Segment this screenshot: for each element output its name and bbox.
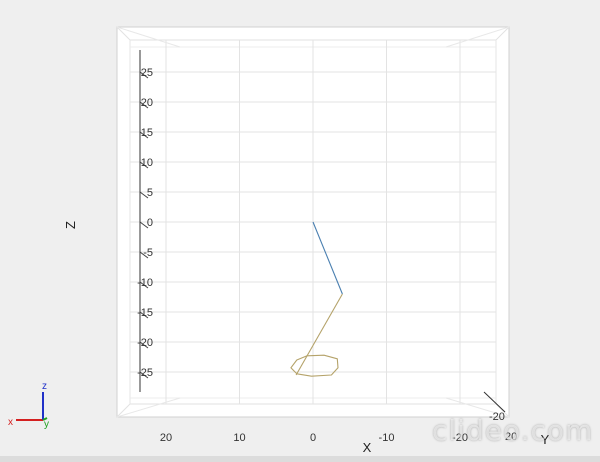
z-tick-label: 25 bbox=[141, 67, 153, 79]
z-tick-label: -20 bbox=[137, 337, 153, 349]
x-tick-label: 20 bbox=[160, 432, 172, 444]
z-tick-label: 15 bbox=[141, 127, 153, 139]
z-tick-label: 10 bbox=[141, 157, 153, 169]
z-tick-label: 0 bbox=[147, 217, 153, 229]
orientation-triad[interactable]: x z y bbox=[8, 381, 49, 430]
x-tick-label: 0 bbox=[310, 432, 316, 444]
z-tick-label: 20 bbox=[141, 97, 153, 109]
z-tick-label: -5 bbox=[143, 247, 153, 259]
triad-z-label: z bbox=[42, 381, 47, 392]
x-axis-label: X bbox=[363, 440, 372, 455]
x-tick-label: 10 bbox=[233, 432, 245, 444]
z-tick-label: -15 bbox=[137, 307, 153, 319]
triad-y-label: y bbox=[44, 419, 49, 430]
z-axis-label: Z bbox=[63, 221, 78, 229]
bottom-bar bbox=[0, 456, 600, 462]
watermark: clideo.com bbox=[432, 414, 593, 447]
z-tick-label: 5 bbox=[147, 187, 153, 199]
triad-x-label: x bbox=[8, 417, 13, 428]
z-tick-label: -10 bbox=[137, 277, 153, 289]
z-tick-label: -25 bbox=[137, 367, 153, 379]
x-tick-label: -10 bbox=[379, 432, 395, 444]
